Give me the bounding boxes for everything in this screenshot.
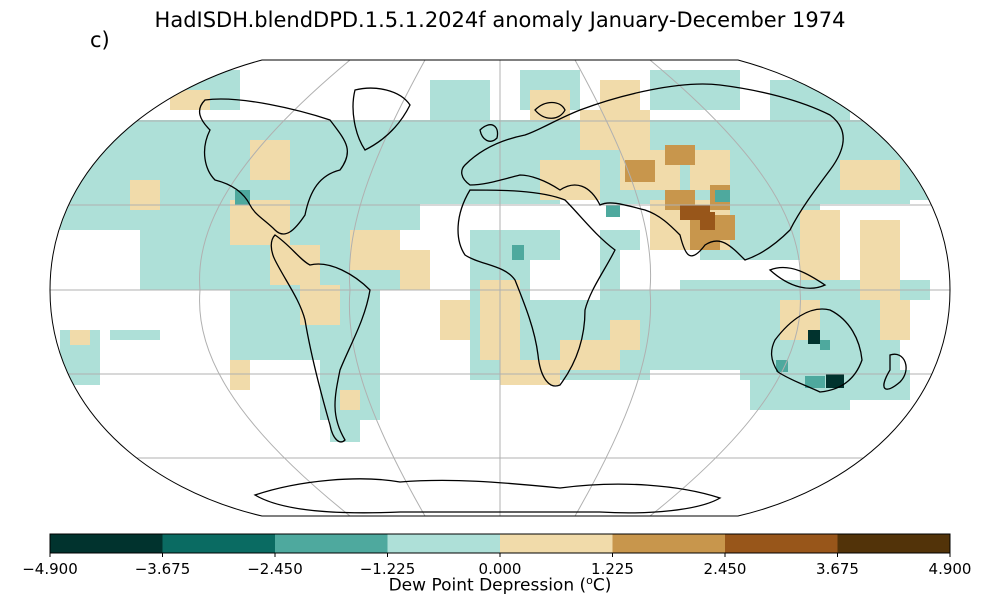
colorbar-tick-label: −3.675 bbox=[134, 560, 191, 578]
colorbar-segment bbox=[612, 534, 726, 553]
colorbar-segment bbox=[387, 534, 501, 553]
colorbar-tick-label: 3.675 bbox=[816, 560, 859, 578]
colorbar-label-sup: o bbox=[586, 574, 593, 587]
colorbar-tick-label: −2.450 bbox=[247, 560, 303, 578]
colorbar-tick-label: 1.225 bbox=[591, 560, 634, 578]
colorbar-segment bbox=[275, 534, 388, 553]
colorbar-segment bbox=[50, 534, 163, 553]
colorbar-segment bbox=[725, 534, 838, 553]
colorbar-segment bbox=[837, 534, 951, 553]
globe-outline bbox=[49, 59, 951, 517]
colorbar-label-suffix: C) bbox=[592, 575, 612, 596]
coastlines bbox=[198, 83, 907, 514]
colorbar bbox=[50, 534, 951, 553]
anomaly-cells bbox=[60, 70, 950, 460]
colorbar-segment bbox=[500, 534, 613, 553]
colorbar-label-prefix: Dew Point Depression ( bbox=[388, 575, 587, 596]
map-title: HadISDH.blendDPD.1.5.1.2024f anomaly Jan… bbox=[154, 8, 846, 32]
colorbar-tick-label: −4.900 bbox=[22, 560, 78, 578]
colorbar-tick-label: 0.000 bbox=[478, 560, 522, 578]
graticule bbox=[50, 60, 950, 516]
colorbar-tick-label: −1.225 bbox=[359, 560, 416, 578]
panel-label: c) bbox=[90, 28, 110, 52]
colorbar-label: Dew Point Depression (oC) bbox=[0, 574, 1000, 596]
colorbar-tick-label: 2.450 bbox=[703, 560, 747, 578]
colorbar-tick-label: 4.900 bbox=[928, 560, 972, 578]
colorbar-segment bbox=[162, 534, 276, 553]
